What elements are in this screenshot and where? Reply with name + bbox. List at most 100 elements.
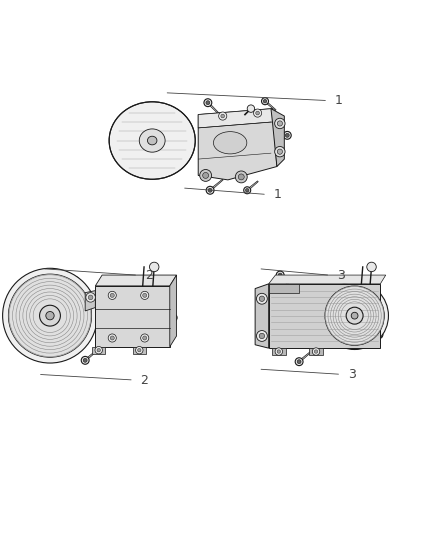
Circle shape [86, 293, 95, 302]
Circle shape [346, 307, 363, 324]
Circle shape [136, 346, 143, 354]
Polygon shape [209, 179, 223, 191]
Text: 3: 3 [337, 269, 345, 282]
Polygon shape [85, 290, 95, 311]
Circle shape [238, 174, 244, 180]
Polygon shape [309, 348, 323, 355]
Text: 1: 1 [335, 94, 343, 107]
Polygon shape [85, 349, 98, 361]
Polygon shape [255, 284, 268, 348]
Circle shape [247, 105, 254, 112]
Polygon shape [268, 275, 386, 284]
Circle shape [169, 314, 177, 321]
Circle shape [108, 334, 117, 342]
Circle shape [3, 268, 97, 363]
Circle shape [143, 336, 147, 340]
Circle shape [257, 293, 267, 304]
Circle shape [46, 311, 54, 320]
Circle shape [83, 358, 87, 362]
Circle shape [171, 316, 175, 320]
Polygon shape [74, 280, 87, 293]
Ellipse shape [139, 129, 165, 152]
Circle shape [208, 188, 212, 192]
Circle shape [138, 349, 141, 352]
Circle shape [8, 274, 92, 357]
Polygon shape [268, 284, 299, 293]
Polygon shape [271, 109, 284, 166]
Circle shape [206, 101, 210, 104]
Ellipse shape [148, 136, 157, 145]
Polygon shape [247, 181, 258, 191]
Circle shape [259, 296, 265, 302]
Circle shape [285, 133, 289, 138]
Circle shape [283, 132, 291, 139]
Circle shape [351, 312, 358, 319]
Circle shape [206, 187, 214, 194]
Circle shape [110, 293, 114, 297]
Circle shape [325, 286, 385, 345]
Circle shape [143, 293, 147, 297]
Circle shape [221, 114, 225, 118]
Circle shape [88, 295, 93, 300]
Circle shape [375, 330, 383, 338]
Circle shape [73, 279, 77, 282]
Text: 2: 2 [141, 374, 148, 386]
Polygon shape [95, 286, 170, 347]
Circle shape [297, 360, 301, 364]
Circle shape [314, 350, 318, 353]
Circle shape [257, 330, 267, 341]
Circle shape [110, 336, 114, 340]
Circle shape [245, 189, 249, 192]
Polygon shape [279, 274, 291, 287]
Circle shape [39, 305, 60, 326]
Text: 2: 2 [145, 269, 153, 282]
Circle shape [275, 348, 283, 356]
Circle shape [149, 262, 159, 272]
Polygon shape [299, 351, 311, 362]
Polygon shape [272, 348, 286, 355]
Circle shape [141, 292, 149, 300]
Circle shape [275, 118, 285, 128]
Circle shape [71, 277, 79, 285]
Polygon shape [271, 133, 287, 136]
Circle shape [256, 111, 259, 115]
Circle shape [97, 349, 100, 352]
Circle shape [278, 273, 282, 277]
Circle shape [263, 100, 267, 103]
Circle shape [295, 358, 303, 366]
Circle shape [277, 350, 280, 353]
Circle shape [204, 99, 212, 107]
Polygon shape [170, 275, 177, 347]
Circle shape [277, 149, 283, 154]
Circle shape [141, 334, 149, 342]
Circle shape [219, 112, 227, 120]
Polygon shape [265, 101, 276, 110]
Polygon shape [160, 309, 173, 318]
Polygon shape [366, 326, 379, 335]
Circle shape [203, 173, 208, 179]
Circle shape [277, 121, 283, 126]
Circle shape [276, 271, 284, 279]
Circle shape [275, 147, 285, 157]
Circle shape [200, 169, 212, 181]
Polygon shape [95, 275, 177, 286]
Polygon shape [268, 284, 380, 348]
Circle shape [95, 346, 102, 354]
Text: 1: 1 [274, 188, 282, 201]
Polygon shape [198, 109, 272, 128]
Circle shape [81, 357, 89, 364]
Polygon shape [207, 102, 220, 115]
Polygon shape [133, 347, 146, 353]
Circle shape [244, 187, 251, 194]
Circle shape [108, 292, 117, 300]
Polygon shape [92, 347, 106, 353]
Circle shape [259, 333, 265, 338]
Circle shape [377, 333, 381, 336]
Circle shape [367, 262, 376, 272]
Circle shape [312, 348, 320, 356]
Circle shape [321, 282, 389, 350]
Ellipse shape [109, 102, 195, 179]
Circle shape [261, 98, 268, 104]
Circle shape [254, 109, 261, 117]
Ellipse shape [213, 132, 247, 154]
